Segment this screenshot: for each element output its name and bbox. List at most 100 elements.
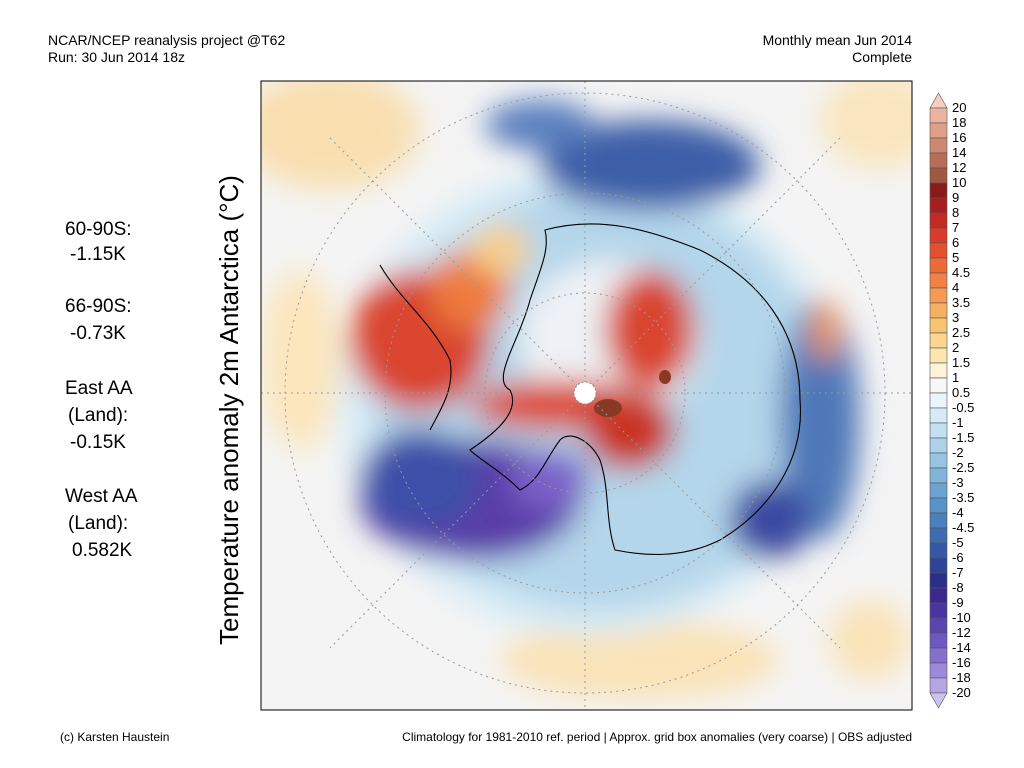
colorbar-label: 14 — [952, 145, 966, 160]
colorbar-swatch — [929, 317, 948, 334]
stat-text: -0.15K — [70, 432, 126, 453]
colorbar-swatch — [929, 152, 948, 169]
map-frame — [260, 80, 913, 711]
colorbar-label: 0.5 — [952, 385, 970, 400]
colorbar-label: -12 — [952, 625, 971, 640]
colorbar-label: 20 — [952, 100, 966, 115]
colorbar-label: -9 — [952, 595, 964, 610]
colorbar-label: -18 — [952, 670, 971, 685]
colorbar-swatch — [929, 392, 948, 409]
colorbar-end — [929, 692, 948, 709]
colorbar-swatch — [929, 542, 948, 559]
colorbar-swatch — [929, 182, 948, 199]
colorbar-swatch — [929, 662, 948, 679]
footer-text: Climatology for 1981-2010 ref. period | … — [402, 730, 912, 744]
header-text: Run: 30 Jun 2014 18z — [48, 49, 185, 65]
anomaly-field — [261, 81, 912, 710]
colorbar-label: 3.5 — [952, 295, 970, 310]
colorbar-label: 2 — [952, 340, 959, 355]
colorbar-swatch — [929, 242, 948, 259]
colorbar-end — [929, 92, 948, 109]
colorbar-label: 4.5 — [952, 265, 970, 280]
colorbar-swatch — [929, 407, 948, 424]
header-text: Monthly mean Jun 2014 — [762, 32, 912, 48]
colorbar: 201816141210987654.543.532.521.510.5-0.5… — [929, 92, 974, 709]
colorbar-swatch — [929, 482, 948, 499]
colorbar-swatch — [929, 332, 948, 349]
colorbar-label: -6 — [952, 550, 964, 565]
colorbar-swatch — [929, 557, 948, 574]
colorbar-swatch — [929, 137, 948, 154]
colorbar-swatch — [929, 497, 948, 514]
colorbar-label: -2 — [952, 445, 964, 460]
axis-title: Temperature anomaly 2m Antarctica (°C) — [214, 175, 244, 645]
colorbar-label: -2.5 — [952, 460, 974, 475]
stat-text: 60-90S: — [65, 219, 132, 240]
stat-text: West AA — [65, 486, 138, 507]
colorbar-label: -14 — [952, 640, 971, 655]
colorbar-label: 16 — [952, 130, 966, 145]
colorbar-swatch — [929, 452, 948, 469]
colorbar-swatch — [929, 512, 948, 529]
colorbar-label: 2.5 — [952, 325, 970, 340]
colorbar-swatch — [929, 287, 948, 304]
colorbar-swatch — [929, 527, 948, 544]
colorbar-label: 8 — [952, 205, 959, 220]
footer-text: (c) Karsten Haustein — [60, 730, 170, 744]
colorbar-swatch — [929, 347, 948, 364]
colorbar-swatch — [929, 572, 948, 589]
colorbar-label: -7 — [952, 565, 964, 580]
colorbar-label: 7 — [952, 220, 959, 235]
colorbar-label: -3 — [952, 475, 964, 490]
stat-text: East AA — [65, 378, 133, 399]
colorbar-swatch — [929, 617, 948, 634]
colorbar-label: 12 — [952, 160, 966, 175]
colorbar-label: 3 — [952, 310, 959, 325]
colorbar-label: 5 — [952, 250, 959, 265]
stat-text: (Land): — [68, 513, 129, 534]
colorbar-label: -1.5 — [952, 430, 974, 445]
stat-text: (Land): — [68, 405, 129, 426]
colorbar-label: -3.5 — [952, 490, 974, 505]
colorbar-label: -16 — [952, 655, 971, 670]
colorbar-label: 9 — [952, 190, 959, 205]
colorbar-swatch — [929, 467, 948, 484]
colorbar-label: 4 — [952, 280, 959, 295]
colorbar-label: -10 — [952, 610, 971, 625]
colorbar-swatch — [929, 677, 948, 694]
colorbar-label: 6 — [952, 235, 959, 250]
stat-text: -1.15K — [70, 244, 126, 265]
stat-text: -0.73K — [70, 323, 126, 344]
colorbar-swatch — [929, 437, 948, 454]
stat-text: 66-90S: — [65, 296, 132, 317]
colorbar-swatch — [929, 107, 948, 124]
colorbar-swatch — [929, 257, 948, 274]
colorbar-label: -4.5 — [952, 520, 974, 535]
colorbar-swatch — [929, 167, 948, 184]
colorbar-label: -1 — [952, 415, 964, 430]
stat-text: 0.582K — [72, 540, 133, 561]
header-text: Complete — [852, 49, 912, 65]
colorbar-label: -5 — [952, 535, 964, 550]
colorbar-label: -8 — [952, 580, 964, 595]
colorbar-swatch — [929, 632, 948, 649]
colorbar-label: -4 — [952, 505, 964, 520]
colorbar-label: -20 — [952, 685, 971, 700]
colorbar-label: -0.5 — [952, 400, 974, 415]
colorbar-swatch — [929, 422, 948, 439]
colorbar-swatch — [929, 647, 948, 664]
colorbar-swatch — [929, 227, 948, 244]
colorbar-swatch — [929, 212, 948, 229]
header-text: NCAR/NCEP reanalysis project @T62 — [48, 32, 286, 48]
colorbar-swatch — [929, 587, 948, 604]
colorbar-label: 1.5 — [952, 355, 970, 370]
colorbar-label: 1 — [952, 370, 959, 385]
colorbar-swatch — [929, 362, 948, 379]
colorbar-swatch — [929, 602, 948, 619]
colorbar-label: 18 — [952, 115, 966, 130]
colorbar-swatch — [929, 197, 948, 214]
colorbar-swatch — [929, 302, 948, 319]
colorbar-swatch — [929, 377, 948, 394]
